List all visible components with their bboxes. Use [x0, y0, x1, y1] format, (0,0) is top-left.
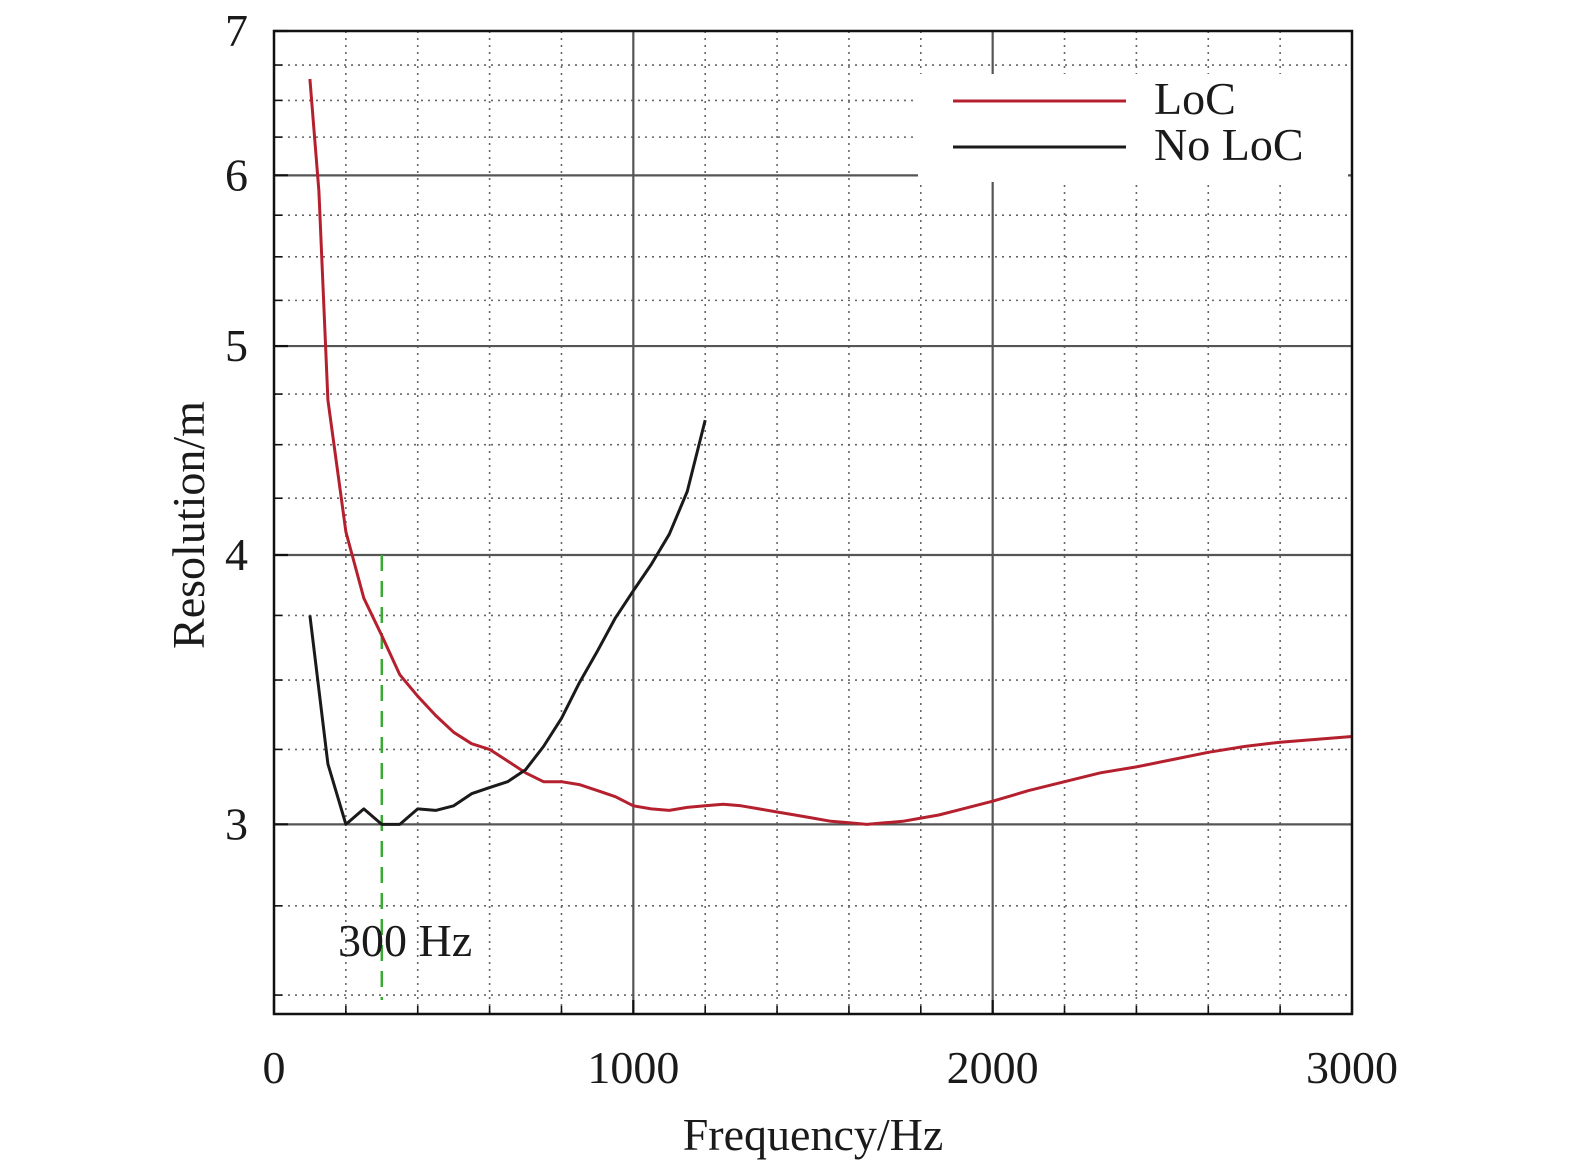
y-tick-label: 3: [225, 798, 248, 849]
y-tick-label: 4: [225, 529, 248, 580]
plot-frame: [272, 29, 1354, 1016]
y-tick-label: 5: [225, 320, 248, 371]
minor-grid: [274, 31, 1352, 1014]
legend-label-loc: LoC: [1154, 73, 1236, 124]
x-axis-ticks: 0 1000 2000 3000: [263, 1000, 1398, 1093]
y-axis-ticks: 3 4 5 6 7: [225, 5, 288, 996]
annotation-300hz-label: 300 Hz: [338, 915, 472, 966]
y-tick-label: 6: [225, 149, 248, 200]
x-axis-label: Frequency/Hz: [683, 1109, 944, 1160]
x-tick-label: 1000: [587, 1042, 679, 1093]
x-tick-label: 0: [263, 1042, 286, 1093]
legend-box: [918, 74, 1348, 182]
y-tick-label: 7: [225, 5, 248, 56]
legend: LoC No LoC: [918, 73, 1348, 182]
x-tick-label: 2000: [947, 1042, 1039, 1093]
series-line-no-loc: [308, 419, 707, 826]
legend-label-no-loc: No LoC: [1154, 119, 1304, 170]
y-axis-label: Resolution/m: [163, 401, 214, 649]
series-line-loc: [308, 78, 1353, 826]
series-layer: [308, 78, 1353, 826]
x-tick-label: 3000: [1306, 1042, 1398, 1093]
